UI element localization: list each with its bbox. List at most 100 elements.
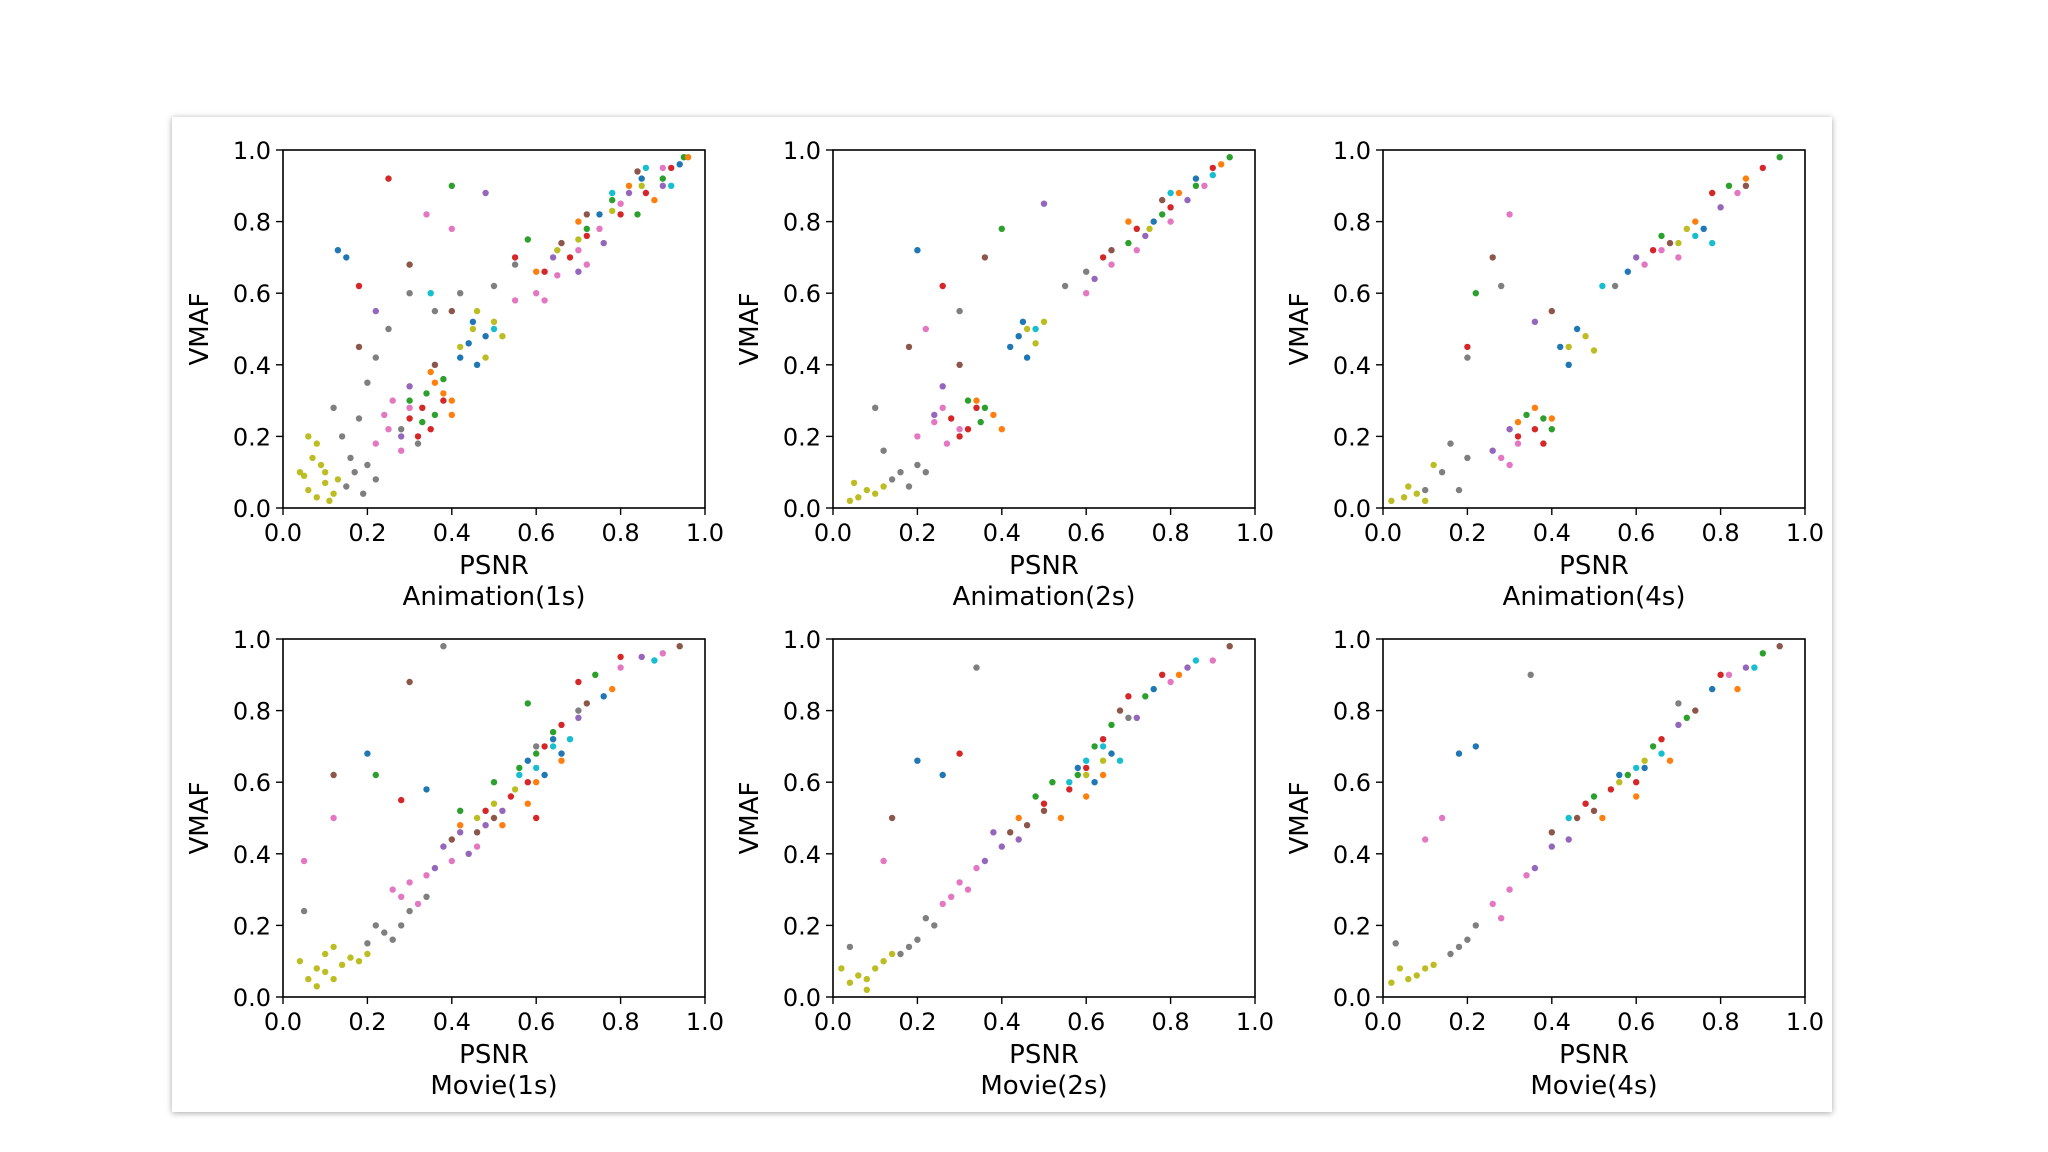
data-point-gray: [364, 379, 371, 386]
data-point-red: [1099, 254, 1107, 261]
data-point-yellow-green: [1146, 225, 1153, 232]
y-tick-label: 0.8: [1333, 209, 1371, 237]
data-point-brown: [330, 771, 337, 779]
data-point-brown: [634, 168, 641, 175]
data-point-red: [1531, 426, 1539, 433]
data-point-yellow-green: [1400, 494, 1408, 501]
data-point-green: [977, 418, 984, 426]
x-axis-label: PSNR: [1559, 551, 1629, 581]
data-point-gray: [1527, 671, 1534, 678]
y-tick-label: 0.0: [1333, 495, 1371, 523]
data-point-green: [1192, 182, 1200, 189]
data-point-pink: [398, 893, 405, 900]
data-point-brown: [583, 211, 590, 218]
data-point-yellow-green: [326, 497, 333, 504]
data-point-cyan: [668, 182, 675, 189]
data-point-yellow-green: [322, 469, 329, 476]
data-point-brown: [888, 814, 896, 822]
data-point-brown: [1108, 247, 1115, 254]
data-point-gray: [351, 469, 358, 476]
data-point-gray: [385, 325, 392, 333]
figure-card: 0.0 0.0 0.2 0.2 0.4 0.4 0.6 0.6 0.8 0.8 1.0 1.0 PSNR…: [172, 117, 1832, 1112]
data-point-brown: [431, 361, 439, 368]
data-point-cyan: [1032, 325, 1039, 333]
data-point-pink: [931, 418, 938, 426]
data-point-blue: [473, 361, 481, 368]
data-point-pink: [1506, 461, 1513, 469]
data-point-yellow-green: [1405, 975, 1412, 983]
data-point-pink: [948, 893, 955, 900]
data-point-purple: [398, 433, 405, 440]
x-tick-label: 0.6: [1617, 1008, 1655, 1036]
data-point-red: [1083, 764, 1090, 772]
data-point-red: [617, 211, 624, 218]
data-point-blue: [1108, 750, 1115, 757]
scatter-grid: 0.00.00.20.20.40.40.60.60.80.81.01.0PSNR…: [185, 137, 1824, 1101]
data-point-gray: [372, 476, 379, 483]
data-point-red: [1209, 164, 1217, 172]
data-point-green: [1142, 693, 1149, 700]
data-point-cyan: [1066, 779, 1073, 786]
data-point-gray: [905, 483, 913, 490]
data-point-brown: [583, 700, 590, 707]
y-tick-label: 0.8: [233, 698, 271, 726]
data-point-purple: [600, 239, 607, 247]
data-point-pink: [423, 211, 430, 218]
data-point-purple: [549, 254, 557, 261]
data-point-pink: [389, 397, 396, 404]
data-point-orange: [1175, 189, 1183, 197]
data-point-green: [524, 700, 531, 707]
data-point-purple: [499, 807, 506, 814]
data-point-yellow-green: [322, 479, 329, 487]
data-point-gray: [905, 943, 913, 951]
data-point-gray: [897, 469, 904, 476]
data-point-yellow-green: [338, 961, 346, 968]
x-tick-label: 0.2: [348, 519, 386, 547]
data-point-blue: [914, 247, 921, 254]
data-point-red: [956, 750, 963, 757]
data-point-orange: [990, 411, 997, 419]
data-point-pink: [939, 900, 946, 908]
axes-frame: [832, 149, 1256, 509]
axes-frame: [1382, 638, 1806, 998]
data-point-purple: [482, 189, 489, 197]
x-tick-label: 0.6: [1067, 1008, 1105, 1036]
data-point-cyan: [1709, 239, 1716, 247]
data-point-blue: [423, 786, 430, 793]
data-point-cyan: [566, 736, 574, 743]
data-point-pink: [330, 814, 337, 822]
data-point-orange: [427, 368, 434, 376]
data-point-pink: [1641, 261, 1648, 268]
data-point-blue: [939, 771, 946, 779]
data-point-yellow-green: [473, 814, 481, 822]
data-point-orange: [1742, 175, 1750, 182]
data-point-purple: [1040, 200, 1048, 207]
y-tick-label: 0.4: [1333, 841, 1371, 869]
data-point-purple: [1506, 426, 1513, 433]
y-tick-label: 0.0: [1333, 984, 1371, 1012]
data-point-orange: [1531, 404, 1539, 411]
data-point-gray: [414, 440, 422, 447]
data-point-green: [1624, 771, 1632, 779]
data-point-yellow-green: [1413, 490, 1421, 497]
data-point-green: [423, 390, 430, 397]
data-point-gray: [1455, 486, 1463, 494]
y-tick-label: 1.0: [783, 137, 821, 165]
data-point-pink: [1514, 440, 1522, 447]
data-point-green: [1725, 182, 1733, 189]
data-point-red: [1514, 433, 1522, 440]
data-point-orange: [457, 822, 464, 829]
data-point-yellow-green: [1405, 483, 1412, 490]
data-point-pink: [596, 225, 603, 232]
data-point-pink: [583, 261, 590, 268]
data-point-red: [956, 433, 963, 440]
data-point-gray: [406, 907, 413, 915]
data-point-yellow-green: [313, 983, 320, 990]
data-point-pink: [511, 297, 519, 304]
x-tick-label: 0.2: [348, 1008, 386, 1036]
data-point-pink: [398, 447, 405, 454]
data-point-orange: [1734, 685, 1741, 693]
data-point-red: [511, 254, 519, 261]
data-point-brown: [1548, 829, 1556, 836]
data-point-red: [507, 793, 515, 800]
